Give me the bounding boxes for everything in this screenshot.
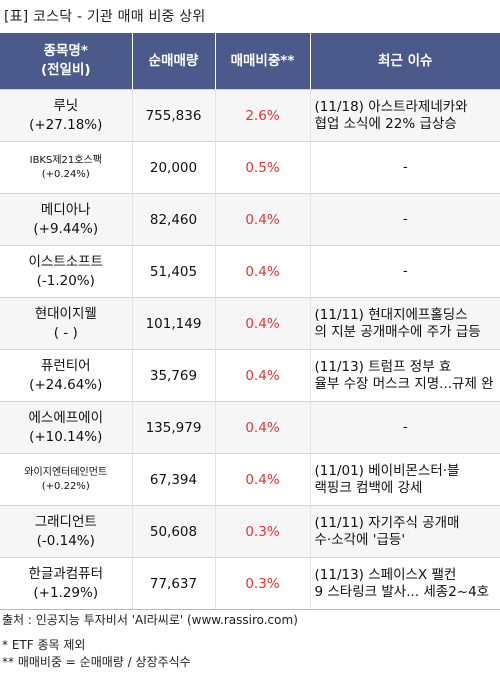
stock-name: 메디아나 bbox=[40, 201, 91, 218]
trade-ratio: 0.3% bbox=[215, 557, 311, 610]
price-change: (+27.18%) bbox=[29, 116, 103, 133]
trade-ratio: 0.4% bbox=[215, 297, 311, 350]
price-change: (+0.22%) bbox=[41, 480, 90, 492]
header-stock-name-line2: (전일비) bbox=[40, 62, 91, 78]
recent-issue: (11/18) 아스트라제네카와 협업 소식에 22% 급상승 bbox=[310, 89, 500, 142]
table-row: 이스트소프트 (-1.20%) 51,405 0.4% - bbox=[0, 245, 500, 298]
net-volume: 82,460 bbox=[132, 193, 216, 246]
price-change: ( - ) bbox=[53, 324, 78, 341]
stock-name: 현대이지웰 bbox=[34, 305, 97, 322]
table-row: 루닛 (+27.18%) 755,836 2.6% (11/18) 아스트라제네카와 협업… bbox=[0, 89, 500, 142]
net-volume: 35,769 bbox=[132, 349, 216, 402]
trade-ratio: 0.5% bbox=[215, 141, 311, 194]
table-row: 에스에프에이 (+10.14%) 135,979 0.4% - bbox=[0, 401, 500, 454]
page-title: [표] 코스닥 - 기관 매매 비중 상위 bbox=[4, 9, 206, 25]
price-change: (+24.64%) bbox=[29, 376, 103, 393]
recent-issue-line: (11/11) 자기주식 공개매 bbox=[314, 514, 460, 531]
header-stock-name: 종목명* (전일비) bbox=[0, 33, 133, 90]
stock-name: 에스에프에이 bbox=[28, 409, 104, 426]
trade-ratio: 0.4% bbox=[215, 401, 311, 454]
stock-name-cell: 루닛 (+27.18%) bbox=[0, 89, 133, 142]
stock-name-cell: IBKS제21호스팩 (+0.24%) bbox=[0, 141, 133, 194]
stock-name-cell: 그래디언트 (-0.14%) bbox=[0, 505, 133, 558]
net-volume: 67,394 bbox=[132, 453, 216, 506]
recent-issue: (11/11) 현대지에프홀딩스 의 지분 공개매수에 주가 급등 bbox=[310, 297, 500, 350]
trade-ratio: 0.3% bbox=[215, 505, 311, 558]
stock-name-cell: 퓨런티어 (+24.64%) bbox=[0, 349, 133, 402]
header-stock-name-line1: 종목명* bbox=[43, 43, 88, 59]
price-change: (+0.24%) bbox=[41, 168, 90, 180]
recent-issue-line: 율부 수장 머스크 지명...규제 완 bbox=[314, 375, 494, 392]
trade-ratio: 0.4% bbox=[215, 453, 311, 506]
recent-issue: (11/13) 트럼프 정부 효 율부 수장 머스크 지명...규제 완 bbox=[310, 349, 500, 402]
net-volume: 51,405 bbox=[132, 245, 216, 298]
trade-ratio: 0.4% bbox=[215, 349, 311, 402]
net-volume: 755,836 bbox=[132, 89, 216, 142]
recent-issue: - bbox=[310, 245, 500, 298]
recent-issue-line: - bbox=[402, 211, 408, 227]
recent-issue-line: 협업 소식에 22% 급상승 bbox=[314, 115, 457, 132]
recent-issue-line: 의 지분 공개매수에 주가 급등 bbox=[314, 323, 481, 340]
stock-name-cell: 이스트소프트 (-1.20%) bbox=[0, 245, 133, 298]
net-volume: 50,608 bbox=[132, 505, 216, 558]
recent-issue-line: (11/01) 베이비몬스터·블 bbox=[314, 462, 460, 479]
trade-ratio: 0.4% bbox=[215, 245, 311, 298]
header-recent-issue: 최근 이슈 bbox=[310, 33, 500, 90]
recent-issue: (11/11) 자기주식 공개매 수·소각에 '급등' bbox=[310, 505, 500, 558]
stock-name-cell: 메디아나 (+9.44%) bbox=[0, 193, 133, 246]
stock-name-cell: 한글과컴퓨터 (+1.29%) bbox=[0, 557, 133, 610]
recent-issue-line: (11/13) 스페이스X 팰컨 bbox=[314, 566, 457, 583]
stock-name: IBKS제21호스팩 bbox=[29, 154, 102, 166]
price-change: (+10.14%) bbox=[29, 428, 103, 445]
price-change: (-1.20%) bbox=[36, 272, 95, 289]
price-change: (+9.44%) bbox=[33, 220, 99, 237]
recent-issue: (11/01) 베이비몬스터·블 랙핑크 컴백에 강세 bbox=[310, 453, 500, 506]
header-net-volume: 순매매량 bbox=[132, 33, 216, 90]
stock-name: 한글과컴퓨터 bbox=[28, 565, 104, 582]
recent-issue-line: (11/13) 트럼프 정부 효 bbox=[314, 358, 452, 375]
net-volume: 135,979 bbox=[132, 401, 216, 454]
table-header-row: 종목명* (전일비) 순매매량 매매비중** 최근 이슈 bbox=[0, 33, 500, 90]
price-change: (+1.29%) bbox=[33, 584, 99, 601]
source-note: 출처 : 인공지능 투자비서 'AI라씨로' (www.rassiro.com) bbox=[2, 613, 298, 627]
stock-name-cell: 에스에프에이 (+10.14%) bbox=[0, 401, 133, 454]
stock-name: 그래디언트 bbox=[34, 513, 97, 530]
recent-issue-line: (11/18) 아스트라제네카와 bbox=[314, 98, 468, 115]
recent-issue: - bbox=[310, 141, 500, 194]
table-row: 한글과컴퓨터 (+1.29%) 77,637 0.3% (11/13) 스페이스X 팰컨… bbox=[0, 557, 500, 610]
table-row: 현대이지웰 ( - ) 101,149 0.4% (11/11) 현대지에프홀딩스 의 지… bbox=[0, 297, 500, 350]
trade-ratio: 2.6% bbox=[215, 89, 311, 142]
net-volume: 77,637 bbox=[132, 557, 216, 610]
table-row: IBKS제21호스팩 (+0.24%) 20,000 0.5% - bbox=[0, 141, 500, 194]
stock-name: 와이지엔터테인먼트 bbox=[24, 466, 108, 478]
ratio-definition-note: ** 매매비중 = 순매매량 / 상장주식수 bbox=[2, 655, 191, 669]
recent-issue: - bbox=[310, 193, 500, 246]
table-row: 그래디언트 (-0.14%) 50,608 0.3% (11/11) 자기주식 공개매 수… bbox=[0, 505, 500, 558]
recent-issue-line: - bbox=[402, 263, 408, 279]
header-trade-ratio: 매매비중** bbox=[215, 33, 311, 90]
institution-trading-table: 종목명* (전일비) 순매매량 매매비중** 최근 이슈 루닛 (+27.18%)… bbox=[0, 33, 500, 610]
table-row: 메디아나 (+9.44%) 82,460 0.4% - bbox=[0, 193, 500, 246]
recent-issue-line: 수·소각에 '급등' bbox=[314, 531, 406, 548]
etf-exclusion-note: * ETF 종목 제외 bbox=[2, 638, 86, 652]
net-volume: 101,149 bbox=[132, 297, 216, 350]
recent-issue: (11/13) 스페이스X 팰컨 9 스타링크 발사... 세종2~4호 bbox=[310, 557, 500, 610]
recent-issue-line: 랙핑크 컴백에 강세 bbox=[314, 479, 423, 496]
stock-name: 루닛 bbox=[53, 97, 79, 114]
stock-name-cell: 와이지엔터테인먼트 (+0.22%) bbox=[0, 453, 133, 506]
table-row: 와이지엔터테인먼트 (+0.22%) 67,394 0.4% (11/01) 베이비몬스… bbox=[0, 453, 500, 506]
trade-ratio: 0.4% bbox=[215, 193, 311, 246]
stock-name-cell: 현대이지웰 ( - ) bbox=[0, 297, 133, 350]
recent-issue-line: (11/11) 현대지에프홀딩스 bbox=[314, 306, 468, 323]
stock-name: 퓨런티어 bbox=[40, 357, 91, 374]
recent-issue-line: - bbox=[402, 419, 408, 435]
net-volume: 20,000 bbox=[132, 141, 216, 194]
recent-issue-line: - bbox=[402, 159, 408, 175]
recent-issue: - bbox=[310, 401, 500, 454]
recent-issue-line: 9 스타링크 발사... 세종2~4호 bbox=[314, 583, 490, 600]
price-change: (-0.14%) bbox=[36, 532, 95, 549]
stock-name: 이스트소프트 bbox=[28, 253, 104, 270]
